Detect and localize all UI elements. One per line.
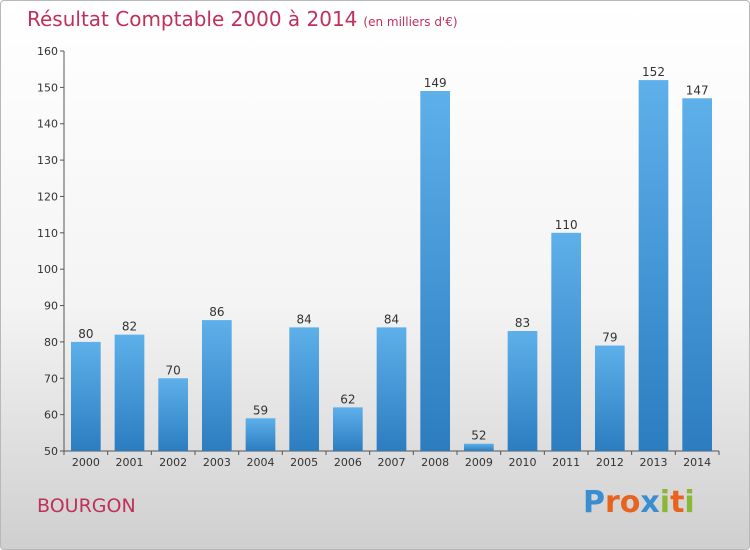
bars — [70, 80, 713, 451]
bar — [682, 98, 713, 451]
logo-letter: o — [619, 485, 641, 520]
bar — [289, 327, 320, 451]
data-label: 147 — [686, 83, 709, 97]
data-label: 149 — [424, 76, 447, 90]
bar — [507, 331, 538, 451]
chart-subtitle: (en milliers d'€) — [363, 15, 458, 29]
y-tick-label: 150 — [37, 81, 58, 94]
bar — [463, 443, 494, 451]
x-tick-label: 2005 — [290, 456, 318, 469]
bar — [70, 341, 101, 451]
x-tick-label: 2008 — [421, 456, 449, 469]
bar — [332, 407, 363, 451]
bar — [594, 345, 625, 451]
data-label: 52 — [471, 429, 486, 443]
x-tick-label: 2014 — [683, 456, 711, 469]
bar — [638, 80, 669, 451]
y-tick-label: 80 — [44, 336, 58, 349]
bar — [201, 320, 232, 451]
data-label: 84 — [384, 312, 399, 326]
data-label: 59 — [253, 403, 268, 417]
data-label: 80 — [78, 327, 93, 341]
y-tick-label: 50 — [44, 445, 58, 458]
x-tick-label: 2011 — [552, 456, 580, 469]
y-tick-label: 60 — [44, 409, 58, 422]
logo-letter: r — [605, 485, 620, 520]
x-tick-label: 2010 — [509, 456, 537, 469]
logo-letter: i — [684, 485, 695, 520]
x-tick-label: 2002 — [159, 456, 187, 469]
x-tick-label: 2009 — [465, 456, 493, 469]
data-label: 152 — [642, 65, 665, 79]
title-text: Résultat Comptable 2000 à 2014 — [27, 7, 358, 31]
x-tick-label: 2006 — [334, 456, 362, 469]
x-tick-label: 2003 — [203, 456, 231, 469]
y-tick-label: 160 — [37, 45, 58, 58]
bar — [376, 327, 407, 451]
chart-title: Résultat Comptable 2000 à 2014 (en millie… — [27, 7, 458, 31]
value-labels: 80 82 70 86 59 84 62 84 149 52 83 110 79 152 147 — [78, 65, 708, 443]
data-label: 86 — [209, 305, 224, 319]
x-tick-label: 2004 — [247, 456, 275, 469]
y-tick-label: 140 — [37, 118, 58, 131]
bar — [551, 232, 582, 451]
y-tick-label: 70 — [44, 372, 58, 385]
data-label: 70 — [166, 363, 181, 377]
place-name: BOURGON — [37, 495, 136, 517]
bar — [420, 91, 451, 451]
data-label: 110 — [555, 218, 578, 232]
logo-letter: P — [583, 485, 605, 520]
y-tick-label: 130 — [37, 154, 58, 167]
y-tick-label: 90 — [44, 300, 58, 313]
bar — [158, 378, 189, 451]
proxiti-logo: Proxiti — [583, 485, 695, 520]
x-tick-label: 2012 — [596, 456, 624, 469]
data-label: 83 — [515, 316, 530, 330]
x-tick-label: 2013 — [640, 456, 668, 469]
data-label: 84 — [297, 312, 312, 326]
y-tick-label: 110 — [37, 227, 58, 240]
bar — [114, 334, 145, 451]
data-label: 79 — [602, 331, 617, 345]
axes: 50 60 70 80 90 100 110 120 130 140 150 160 2000 2001 2… — [37, 45, 720, 469]
x-tick-label: 2000 — [72, 456, 100, 469]
data-label: 62 — [340, 392, 355, 406]
y-tick-label: 120 — [37, 190, 58, 203]
logo-letter: x — [640, 485, 660, 520]
bar — [245, 418, 276, 451]
logo-letter: t — [670, 485, 685, 520]
x-tick-label: 2001 — [116, 456, 144, 469]
x-tick-label: 2007 — [378, 456, 406, 469]
logo-letter: i — [659, 485, 671, 520]
y-tick-label: 100 — [37, 263, 58, 276]
data-label: 82 — [122, 320, 137, 334]
